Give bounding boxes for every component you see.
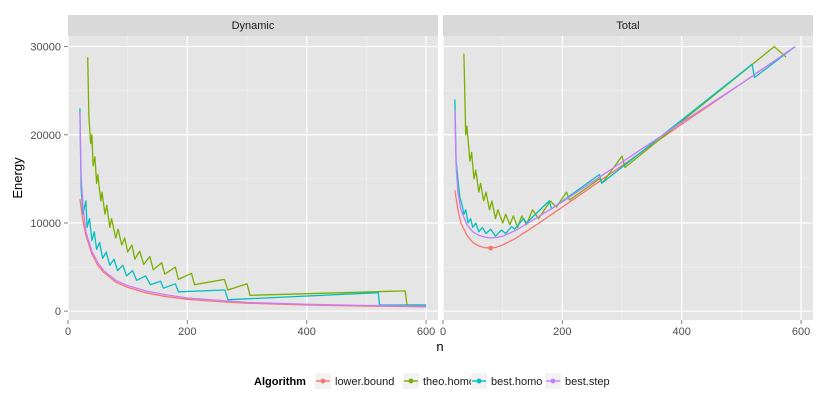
plot-background-total bbox=[443, 36, 813, 320]
gridlines-total bbox=[442, 36, 813, 320]
legend-key-point-lower-bound bbox=[320, 378, 326, 384]
legend-key-point-best-homo bbox=[476, 378, 482, 384]
series-line-best-homo-total bbox=[454, 46, 796, 237]
legend-key-point-best-step bbox=[550, 378, 556, 384]
strip-total bbox=[443, 15, 813, 36]
legend-label-best-step: best.step bbox=[565, 376, 610, 388]
x-tick-label: 400 bbox=[298, 326, 316, 338]
y-tick-label: 0 bbox=[55, 306, 61, 318]
y-tick-label: 20000 bbox=[30, 130, 61, 142]
panel-total: Total bbox=[442, 15, 813, 320]
strip-dynamic bbox=[68, 15, 438, 36]
gridlines-dynamic bbox=[67, 36, 438, 320]
y-tick-label: 10000 bbox=[30, 218, 61, 230]
series-marker-lower-bound-total bbox=[488, 245, 494, 251]
panel-dynamic: Dynamic bbox=[67, 15, 438, 320]
legend-label-theo-homo: theo.homo bbox=[423, 376, 475, 388]
y-tick-label: 30000 bbox=[30, 42, 61, 54]
y-axis-title: Energy bbox=[10, 157, 25, 199]
legend: Algorithm lower.bound theo.homo best.homo b… bbox=[254, 373, 610, 389]
x-tick-label: 200 bbox=[553, 326, 571, 338]
strip-label-total: Total bbox=[616, 20, 639, 32]
series-line-theo-homo-total bbox=[463, 45, 787, 229]
x-tick-label: 600 bbox=[792, 326, 810, 338]
series-line-best-homo-dynamic bbox=[79, 108, 427, 306]
series-group-dynamic bbox=[79, 57, 427, 308]
x-tick-label: 400 bbox=[673, 326, 691, 338]
x-tick-label: 200 bbox=[178, 326, 196, 338]
x-tick-label: 600 bbox=[417, 326, 435, 338]
series-line-lower-bound-dynamic bbox=[79, 199, 427, 308]
x-axis-title: n bbox=[436, 339, 443, 354]
series-line-best-step-total bbox=[454, 46, 796, 239]
legend-label-lower-bound: lower.bound bbox=[335, 376, 394, 388]
series-line-best-step-dynamic bbox=[79, 112, 427, 307]
plot-background-dynamic bbox=[68, 36, 438, 320]
legend-label-best-homo: best.homo bbox=[491, 376, 542, 388]
legend-title: Algorithm bbox=[254, 376, 306, 388]
series-line-theo-homo-dynamic bbox=[87, 57, 427, 306]
x-axis: 0 200 400 600 0 200 400 600 bbox=[65, 320, 810, 338]
x-tick-label: 0 bbox=[65, 326, 71, 338]
legend-key-point-theo-homo bbox=[408, 378, 414, 384]
y-axis: 0 10000 20000 30000 bbox=[30, 42, 68, 318]
strip-label-dynamic: Dynamic bbox=[232, 20, 275, 32]
x-tick-label: 0 bbox=[440, 326, 446, 338]
series-group-total bbox=[454, 45, 796, 251]
